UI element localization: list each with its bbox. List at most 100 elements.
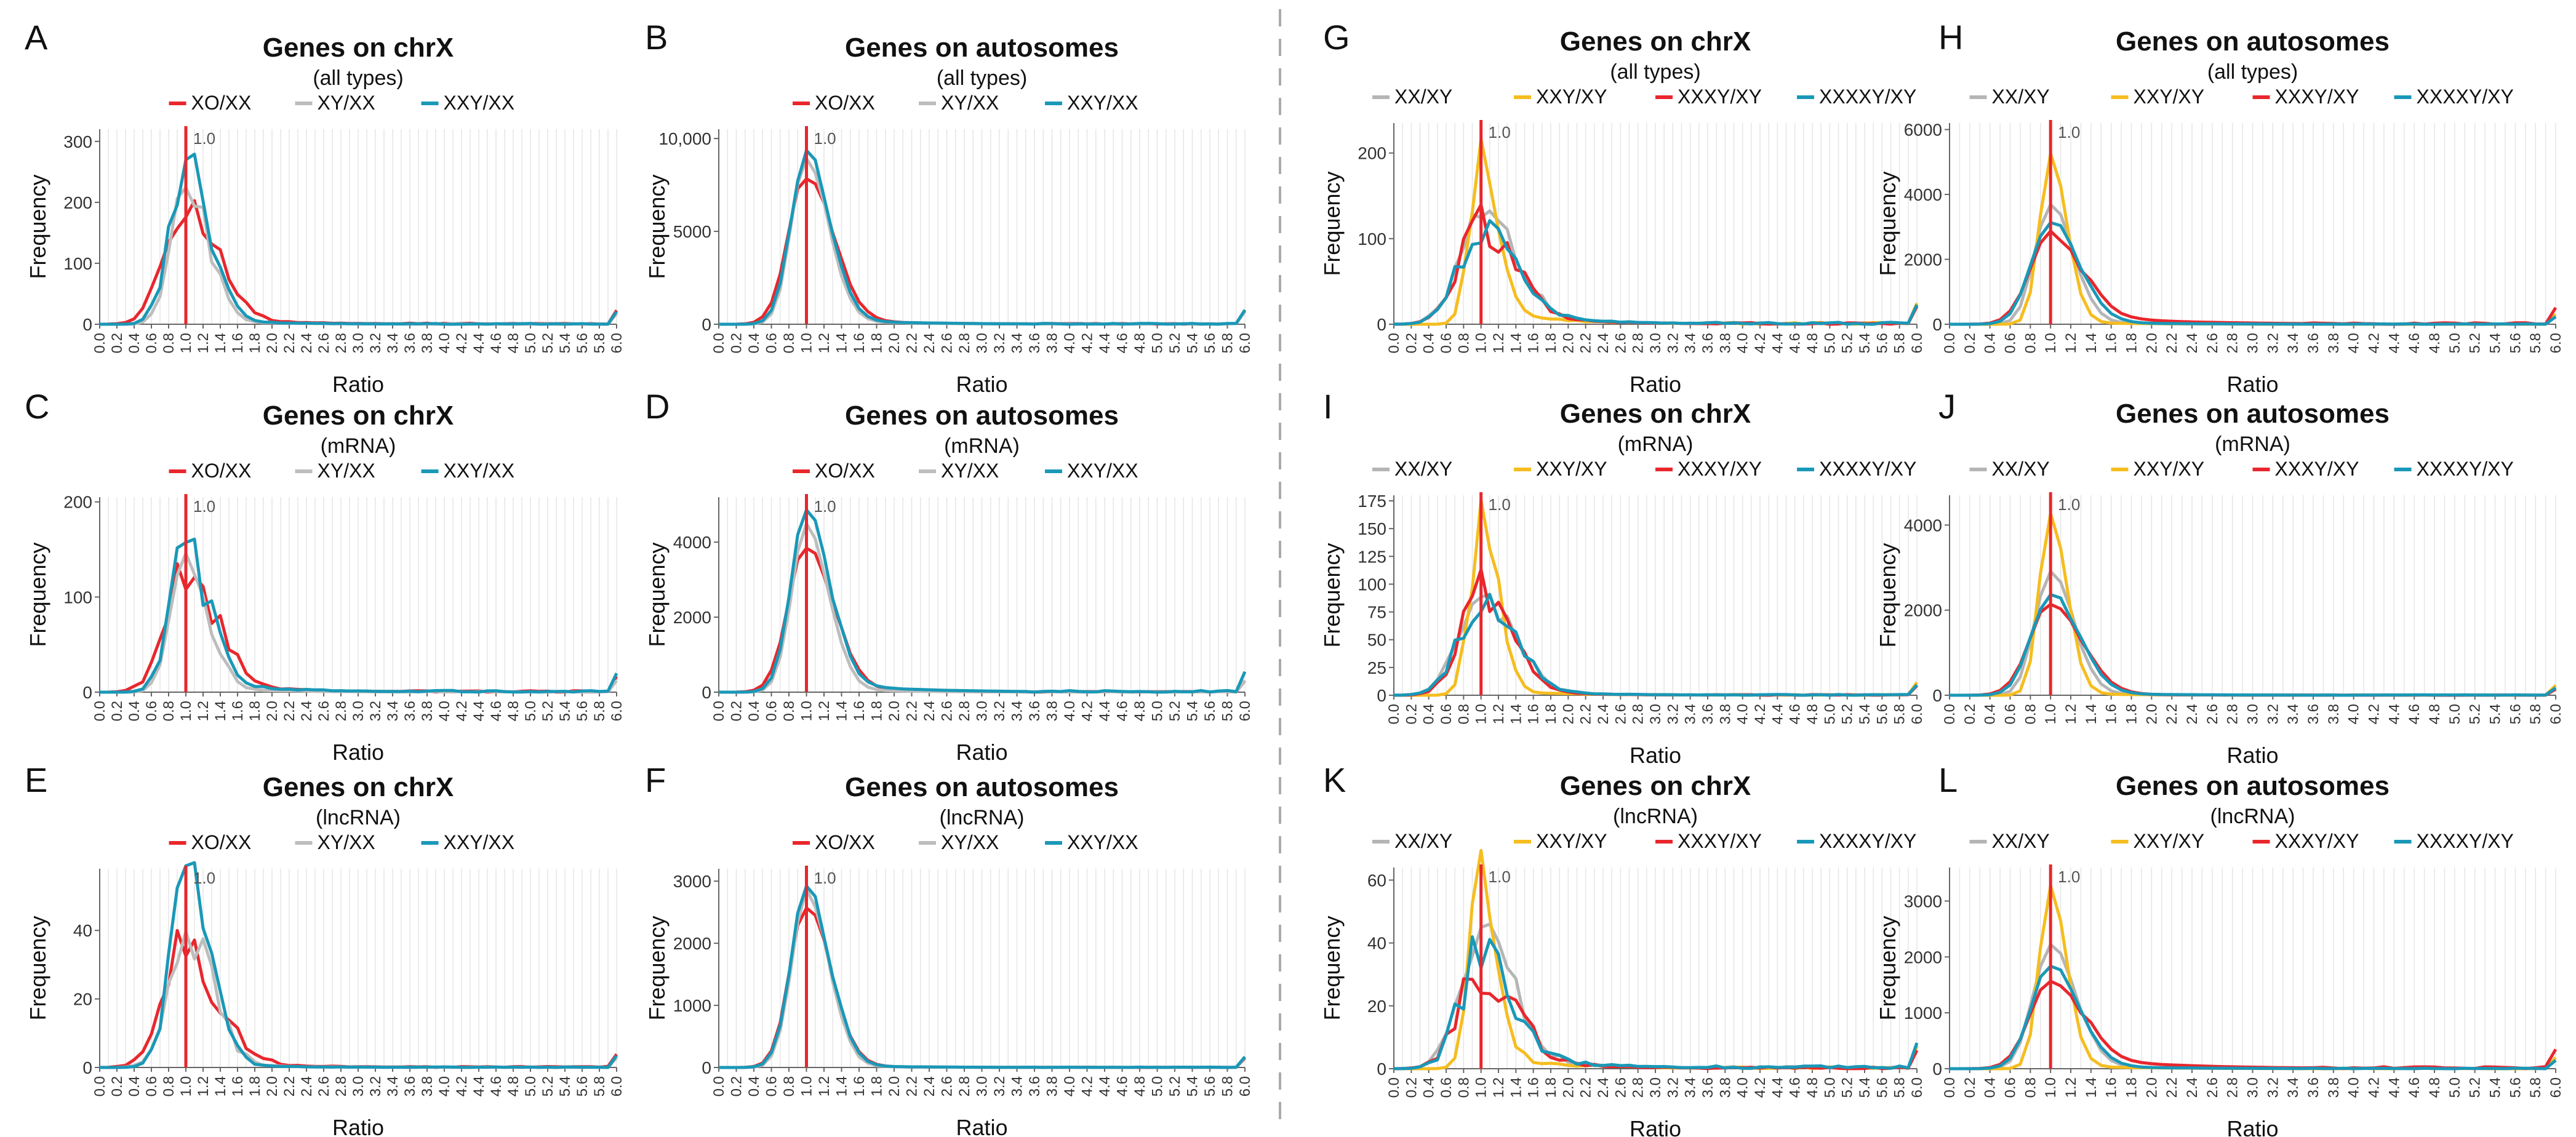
reference-label: 1.0 — [2058, 868, 2080, 886]
x-tick-label: 5.4 — [557, 701, 574, 721]
x-tick-label: 3.0 — [974, 701, 991, 721]
x-tick-label: 4.4 — [471, 333, 487, 353]
x-tick-label: 3.6 — [1026, 1076, 1043, 1096]
y-tick-label: 100 — [1358, 575, 1386, 594]
x-tick-label: 0.2 — [729, 333, 745, 353]
x-tick-label: 0.0 — [1386, 1077, 1402, 1098]
y-tick-label: 2000 — [673, 934, 711, 953]
chart-title: Genes on chrX — [1560, 771, 1751, 801]
x-tick-label: 1.4 — [2083, 704, 2100, 724]
y-tick-label: 0 — [702, 315, 711, 334]
x-tick-label: 3.4 — [385, 333, 401, 353]
x-tick-label: 4.0 — [2346, 704, 2362, 724]
x-tick-label: 5.2 — [1167, 701, 1183, 721]
x-tick-label: 1.6 — [2103, 1077, 2120, 1098]
chart-panel-j: J Genes on autosomes (mRNA) XX/XY XXY/XY XXXY… — [1875, 387, 2564, 768]
x-tick-label: 0.2 — [729, 1076, 745, 1096]
x-tick-label: 5.4 — [1185, 701, 1201, 721]
x-tick-label: 4.6 — [1787, 1077, 1804, 1098]
x-tick-label: 5.0 — [1822, 704, 1838, 724]
x-tick-label: 3.4 — [1682, 333, 1699, 353]
x-tick-label: 4.2 — [2366, 1077, 2383, 1098]
x-tick-label: 1.8 — [1543, 704, 1559, 724]
x-tick-label: 3.6 — [1026, 333, 1043, 353]
y-axis-label: Frequency — [644, 916, 670, 1020]
legend-label: XXXXY/XY — [2417, 86, 2514, 108]
x-tick-label: 2.8 — [333, 333, 350, 353]
x-axis-label: Ratio — [956, 740, 1007, 765]
x-tick-label: 2.4 — [298, 333, 315, 353]
x-tick-label: 5.0 — [1150, 1076, 1166, 1096]
legend-label: XXY/XX — [1067, 831, 1138, 853]
chart-title: Genes on chrX — [1560, 399, 1751, 429]
y-axis-label: Frequency — [644, 174, 670, 279]
x-tick-label: 2.8 — [333, 701, 350, 721]
x-tick-label: 5.8 — [1220, 1076, 1236, 1096]
x-tick-label: 0.4 — [126, 333, 143, 353]
x-tick-label: 4.4 — [2386, 1077, 2402, 1098]
x-axis-label: Ratio — [1630, 743, 1681, 768]
x-tick-label: 4.6 — [1114, 333, 1131, 353]
x-tick-label: 0.6 — [143, 333, 160, 353]
x-tick-label: 6.0 — [2548, 704, 2564, 724]
x-tick-label: 0.0 — [92, 333, 108, 353]
x-tick-label: 1.6 — [230, 701, 246, 721]
x-tick-label: 2.6 — [2204, 1077, 2221, 1098]
x-tick-label: 4.4 — [471, 701, 487, 721]
y-tick-label: 40 — [73, 921, 92, 940]
x-tick-label: 5.6 — [574, 701, 591, 721]
x-tick-label: 6.0 — [609, 701, 625, 721]
chart-subtitle: (lncRNA) — [316, 806, 401, 829]
x-tick-label: 3.8 — [419, 1076, 436, 1096]
legend-label: XXXXY/XY — [2417, 458, 2514, 480]
y-tick-label: 0 — [1377, 1059, 1386, 1079]
x-tick-label: 0.2 — [1403, 1077, 1420, 1098]
x-tick-label: 5.8 — [2527, 704, 2544, 724]
x-tick-label: 2.0 — [886, 333, 903, 353]
x-tick-label: 4.2 — [2366, 333, 2383, 353]
chart-panel-d: D Genes on autosomes (mRNA) XO/XX XY/XX XXY/X… — [644, 387, 1254, 765]
legend-label: XX/XY — [1394, 830, 1452, 852]
y-tick-label: 4000 — [1904, 516, 1942, 535]
x-tick-label: 3.0 — [1647, 333, 1664, 353]
x-tick-label: 1.8 — [2124, 333, 2140, 353]
legend-label: XXXY/XY — [1678, 830, 1762, 852]
x-tick-label: 2.6 — [2204, 333, 2221, 353]
panel-letter: A — [25, 18, 48, 57]
x-tick-label: 1.2 — [1490, 704, 1507, 724]
x-tick-label: 3.2 — [991, 333, 1008, 353]
x-tick-label: 3.8 — [1044, 1076, 1061, 1096]
x-tick-label: 0.4 — [1982, 704, 1999, 724]
legend-label: XXY/XY — [2134, 86, 2205, 108]
x-tick-label: 1.4 — [2083, 1077, 2100, 1098]
legend-label: XO/XX — [191, 460, 252, 482]
x-tick-label: 4.8 — [1132, 333, 1148, 353]
x-tick-label: 0.8 — [1455, 704, 1472, 724]
x-tick-label: 3.2 — [991, 1076, 1008, 1096]
x-tick-label: 2.6 — [316, 333, 332, 353]
x-tick-label: 2.8 — [1630, 333, 1647, 353]
chart-panel-g: G Genes on chrX (all types) XX/XY XXY/XY XXXY… — [1319, 18, 1926, 397]
chart-subtitle: (lncRNA) — [1613, 805, 1698, 828]
x-tick-label: 2.8 — [1630, 704, 1647, 724]
legend-label: XXXY/XY — [1678, 86, 1762, 108]
reference-label: 1.0 — [193, 869, 215, 887]
x-tick-label: 2.2 — [281, 1076, 298, 1096]
x-tick-label: 4.4 — [1097, 333, 1113, 353]
chart-title: Genes on chrX — [263, 33, 454, 63]
x-tick-label: 4.8 — [2426, 704, 2443, 724]
x-tick-label: 5.0 — [1150, 333, 1166, 353]
x-tick-label: 3.8 — [419, 333, 436, 353]
x-tick-label: 2.0 — [886, 1076, 903, 1096]
x-tick-label: 0.8 — [161, 701, 177, 721]
x-tick-label: 1.4 — [834, 333, 850, 353]
y-tick-label: 0 — [1932, 315, 1942, 334]
x-tick-label: 4.6 — [1787, 704, 1804, 724]
x-tick-label: 3.8 — [1044, 701, 1061, 721]
y-tick-label: 3000 — [673, 872, 711, 891]
x-tick-label: 0.8 — [781, 1076, 798, 1096]
x-tick-label: 6.0 — [1909, 704, 1926, 724]
reference-label: 1.0 — [193, 497, 215, 516]
x-tick-label: 4.0 — [1062, 701, 1078, 721]
